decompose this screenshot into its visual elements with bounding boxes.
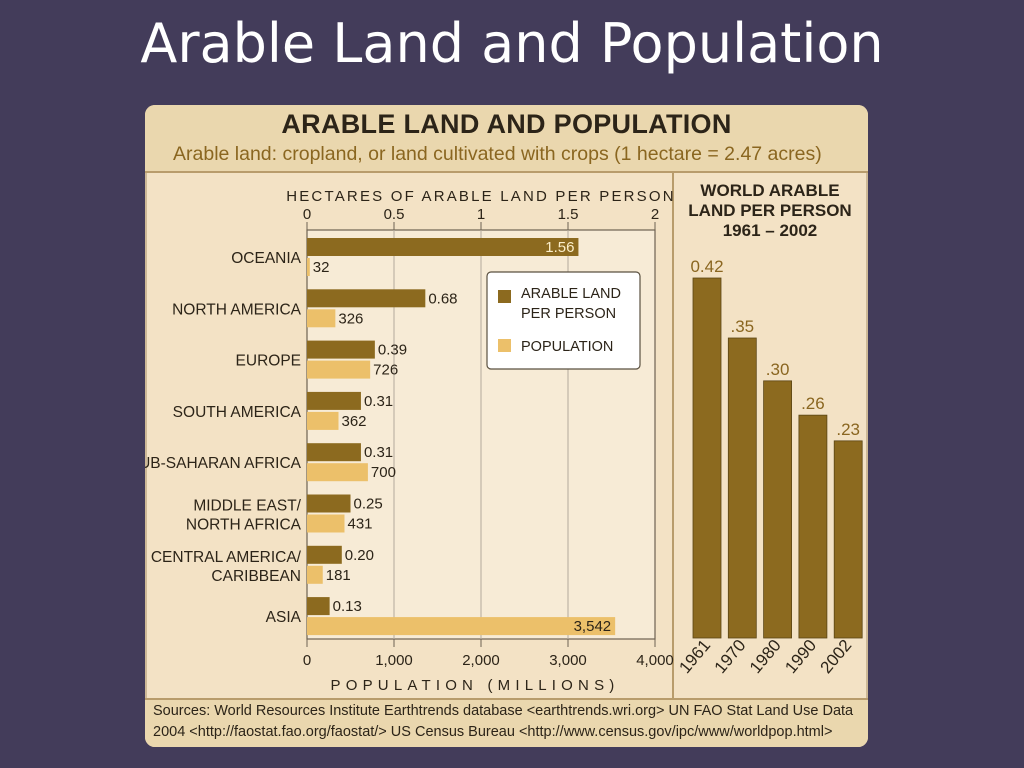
arable-value-label: 1.56	[545, 239, 574, 256]
world-bar	[692, 277, 722, 639]
category-label: CENTRAL AMERICA/	[151, 549, 302, 566]
top-tick-label: 2	[651, 206, 659, 223]
arable-value-label: 0.25	[354, 496, 383, 513]
top-tick-label: 0	[303, 206, 311, 223]
world-value-label: .35	[730, 317, 754, 336]
population-bar	[307, 258, 310, 276]
legend-label-population: POPULATION	[521, 339, 613, 355]
world-year-label: 1970	[711, 636, 750, 677]
population-value-label: 726	[373, 362, 398, 379]
category-label: CARIBBEAN	[211, 568, 301, 585]
chart-legend: ARABLE LAND PER PERSON POPULATION	[486, 271, 641, 370]
category-label: MIDDLE EAST/	[193, 498, 301, 515]
world-value-label: .23	[836, 420, 860, 439]
population-value-label: 431	[347, 516, 372, 533]
category-label: SUB-SAHARAN AFRICA	[145, 455, 302, 472]
population-value-label: 326	[338, 310, 363, 327]
population-bar	[307, 411, 339, 430]
legend-swatch-arable	[498, 290, 511, 303]
category-label: OCEANIA	[231, 250, 301, 267]
world-chart-title: LAND PER PERSON	[688, 201, 851, 220]
arable-bar	[307, 238, 579, 256]
figure-subtitle: Arable land: cropland, or land cultivate…	[173, 143, 822, 165]
population-value-label: 700	[371, 464, 396, 481]
bottom-tick-label: 3,000	[549, 652, 587, 669]
world-bar	[727, 337, 757, 639]
panel-divider	[672, 173, 674, 698]
world-bar	[798, 414, 828, 639]
figure-sources: Sources: World Resources Institute Earth…	[145, 698, 868, 747]
category-label: NORTH AFRICA	[186, 517, 302, 534]
population-value-label: 32	[313, 259, 330, 276]
population-value-label: 362	[341, 413, 366, 430]
figure-header: ARABLE LAND AND POPULATION Arable land: …	[145, 105, 868, 173]
legend-swatch-population	[498, 339, 511, 352]
arable-value-label: 0.20	[345, 547, 374, 564]
population-bar	[307, 463, 368, 482]
arable-bar	[307, 597, 330, 616]
population-bar	[307, 617, 616, 636]
top-tick-label: 1	[477, 206, 485, 223]
bottom-axis-label: POPULATION (MILLIONS)	[331, 677, 620, 694]
world-year-label: 1990	[781, 636, 820, 677]
category-label: ASIA	[266, 609, 302, 626]
arable-bar	[307, 391, 361, 410]
sources-line-2: 2004 <http://faostat.fao.org/faostat/> U…	[153, 724, 833, 740]
world-year-label: 1980	[746, 636, 785, 677]
legend-box	[486, 271, 641, 370]
category-label: EUROPE	[236, 353, 301, 370]
sources-line-1: Sources: World Resources Institute Earth…	[153, 703, 854, 719]
arable-bar	[307, 443, 361, 462]
world-bar	[833, 440, 863, 639]
category-label: NORTH AMERICA	[172, 301, 302, 318]
population-value-label: 3,542	[574, 618, 612, 635]
bottom-tick-label: 0	[303, 652, 311, 669]
population-value-label: 181	[326, 567, 351, 584]
world-value-label: 0.42	[690, 257, 723, 276]
top-axis-label: HECTARES OF ARABLE LAND PER PERSON	[286, 188, 676, 205]
world-year-label: 1961	[675, 636, 714, 677]
arable-bar	[307, 545, 342, 564]
arable-bar	[307, 289, 426, 308]
world-value-label: .30	[766, 360, 790, 379]
slide-title: Arable Land and Population	[140, 12, 884, 75]
world-chart-title: WORLD ARABLE	[700, 181, 839, 200]
world-year-label: 2002	[817, 636, 856, 677]
arable-value-label: 0.31	[364, 444, 393, 461]
bottom-tick-label: 4,000	[636, 652, 674, 669]
population-bar	[307, 309, 336, 328]
bottom-tick-label: 1,000	[375, 652, 413, 669]
category-label: SOUTH AMERICA	[173, 404, 302, 421]
population-bar	[307, 514, 345, 533]
arable-bar	[307, 340, 375, 359]
arable-value-label: 0.13	[333, 598, 362, 615]
arable-bar	[307, 494, 351, 513]
arable-value-label: 0.68	[428, 290, 457, 307]
legend-label-arable: ARABLE LAND	[521, 286, 621, 302]
world-value-label: .26	[801, 394, 825, 413]
top-tick-label: 0.5	[384, 206, 405, 223]
population-bar	[307, 565, 323, 584]
chart-figure: ARABLE LAND AND POPULATION Arable land: …	[145, 105, 868, 747]
world-chart-title: 1961 – 2002	[723, 221, 818, 240]
top-tick-label: 1.5	[558, 206, 579, 223]
population-bar	[307, 360, 371, 379]
bottom-tick-label: 2,000	[462, 652, 500, 669]
world-bar	[763, 380, 792, 639]
arable-value-label: 0.31	[364, 393, 393, 410]
legend-label-arable: PER PERSON	[521, 306, 616, 322]
arable-value-label: 0.39	[378, 342, 407, 359]
figure-title: ARABLE LAND AND POPULATION	[281, 109, 732, 139]
